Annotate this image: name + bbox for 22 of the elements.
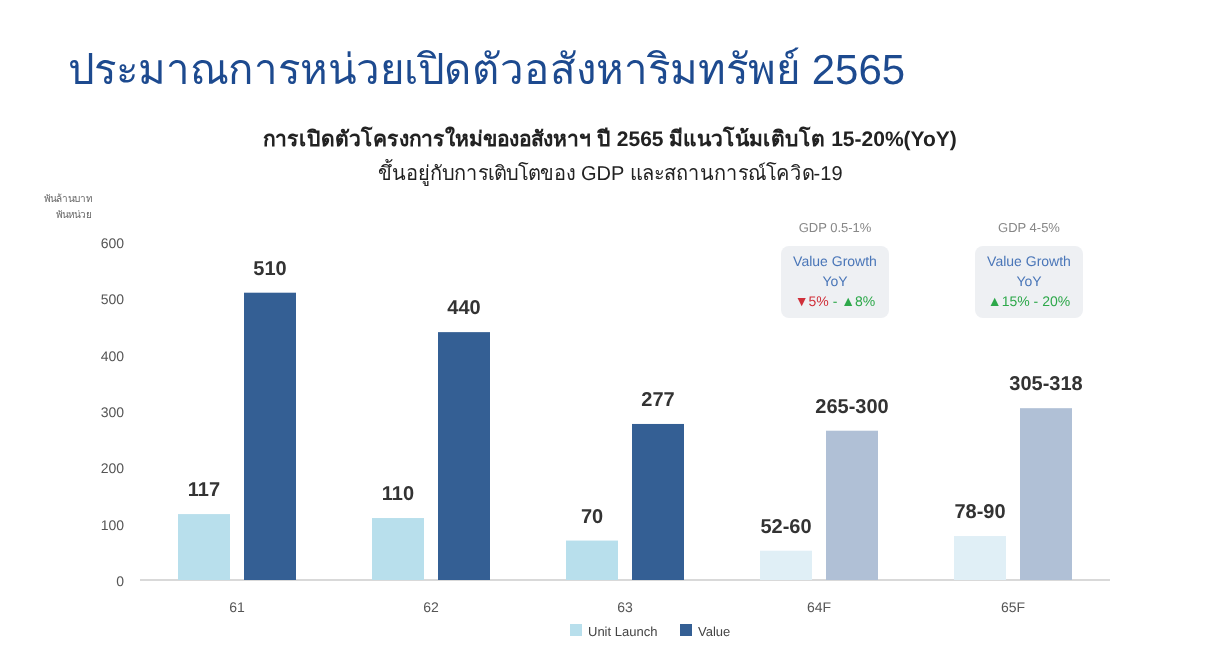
bar xyxy=(954,536,1006,580)
data-label: 70 xyxy=(580,506,604,529)
data-label: 78-90 xyxy=(954,502,1007,525)
data-label: 117 xyxy=(187,480,221,503)
data-label: 510 xyxy=(253,258,288,281)
bar xyxy=(566,540,618,580)
data-label: 110 xyxy=(381,484,415,507)
bar xyxy=(826,430,878,580)
bar xyxy=(178,514,230,580)
bar xyxy=(244,292,296,580)
data-label: 440 xyxy=(447,298,482,321)
chart-subtitle: การเปิดตัวโครงการใหม่ของอสังหาฯ ปี 2565 มีแนวโน้มเติบโต 15-20%(YoY) ขึ้นอยู่กับการเติบโตของ GDP และสถานการณ์โควิด-19 xyxy=(263,124,957,186)
data-label: 305-318 xyxy=(1009,374,1084,397)
data-label: 52-60 xyxy=(760,516,813,539)
data-label: 265-300 xyxy=(815,396,890,419)
chart-title: ประมาณการหน่วยเปิดตัวอสังหาริมทรัพย์ 2565 xyxy=(68,46,906,94)
bar xyxy=(632,423,684,580)
bar xyxy=(438,332,490,580)
bar xyxy=(372,518,424,580)
bar xyxy=(1020,408,1072,580)
data-label: 277 xyxy=(641,389,676,412)
bar xyxy=(760,550,812,580)
